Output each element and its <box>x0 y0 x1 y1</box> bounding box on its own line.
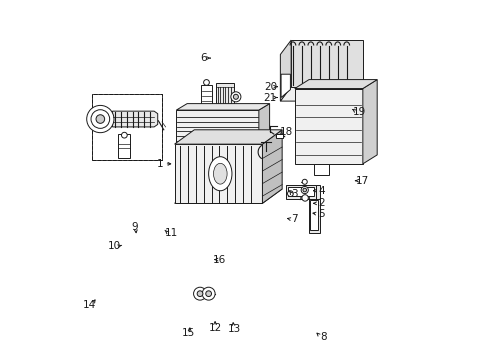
Circle shape <box>301 195 308 201</box>
Polygon shape <box>285 185 316 199</box>
Polygon shape <box>314 164 328 175</box>
Circle shape <box>197 291 203 297</box>
Polygon shape <box>174 130 282 144</box>
Polygon shape <box>290 40 362 87</box>
Polygon shape <box>280 40 290 101</box>
Polygon shape <box>281 74 290 98</box>
Polygon shape <box>287 187 314 197</box>
Circle shape <box>202 287 215 300</box>
Text: 21: 21 <box>263 93 276 103</box>
Polygon shape <box>176 110 258 144</box>
Polygon shape <box>308 185 319 199</box>
Polygon shape <box>310 201 318 230</box>
Polygon shape <box>176 104 269 110</box>
Bar <box>215 83 234 110</box>
Text: 16: 16 <box>212 255 225 265</box>
Text: 18: 18 <box>279 127 292 136</box>
Circle shape <box>203 80 209 85</box>
Circle shape <box>233 94 238 99</box>
Polygon shape <box>258 104 269 144</box>
Text: 17: 17 <box>355 176 369 186</box>
Bar <box>92 94 162 160</box>
Text: 15: 15 <box>182 328 195 338</box>
Polygon shape <box>174 189 282 203</box>
Polygon shape <box>294 80 376 89</box>
Circle shape <box>91 110 109 129</box>
Polygon shape <box>174 144 262 203</box>
Text: 3: 3 <box>291 189 297 199</box>
Text: 6: 6 <box>200 53 206 63</box>
Circle shape <box>230 92 241 102</box>
Text: 13: 13 <box>227 324 241 334</box>
Circle shape <box>193 287 206 300</box>
Text: 5: 5 <box>318 209 324 219</box>
Text: 14: 14 <box>83 300 96 310</box>
Bar <box>294 89 362 164</box>
Ellipse shape <box>208 157 231 191</box>
Circle shape <box>96 115 104 123</box>
Circle shape <box>86 105 114 133</box>
Polygon shape <box>262 130 282 203</box>
Text: 19: 19 <box>352 107 365 117</box>
Text: 10: 10 <box>108 241 121 251</box>
Polygon shape <box>308 199 319 233</box>
Circle shape <box>303 188 306 192</box>
Bar <box>118 134 130 158</box>
Circle shape <box>301 186 308 194</box>
Text: 12: 12 <box>208 323 221 333</box>
Circle shape <box>205 291 211 297</box>
Circle shape <box>287 191 293 197</box>
Text: 4: 4 <box>318 186 324 196</box>
Text: 20: 20 <box>263 82 276 92</box>
Text: 7: 7 <box>291 215 297 224</box>
Text: 1: 1 <box>157 159 163 169</box>
Text: 9: 9 <box>132 222 138 231</box>
Bar <box>201 85 211 108</box>
Text: 2: 2 <box>318 198 324 208</box>
Bar <box>276 134 283 138</box>
Polygon shape <box>280 87 362 101</box>
Polygon shape <box>176 138 269 144</box>
Circle shape <box>302 179 306 184</box>
Bar <box>92 94 162 160</box>
Ellipse shape <box>213 163 226 184</box>
Text: 8: 8 <box>320 332 326 342</box>
Polygon shape <box>362 80 376 164</box>
Circle shape <box>121 132 127 138</box>
Text: 11: 11 <box>164 228 177 238</box>
Polygon shape <box>112 111 158 127</box>
